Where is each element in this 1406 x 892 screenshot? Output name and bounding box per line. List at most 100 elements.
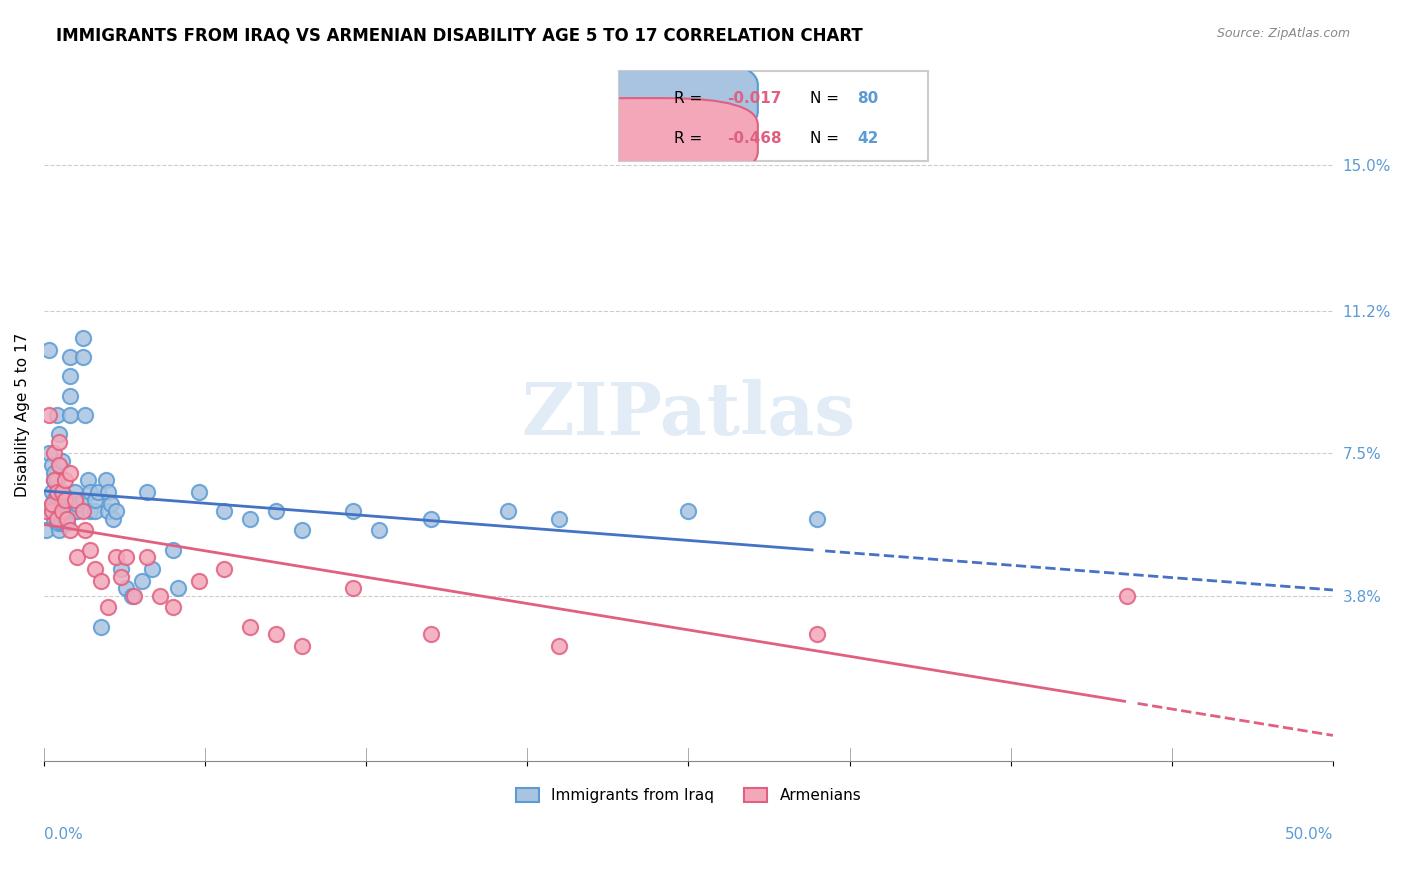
- Text: Source: ZipAtlas.com: Source: ZipAtlas.com: [1216, 27, 1350, 40]
- Point: [291, 639, 314, 653]
- Point: [48, 434, 70, 449]
- Point: [48, 524, 70, 538]
- Point: [44, 492, 66, 507]
- Point: [56, 496, 79, 510]
- Point: [59, 524, 82, 538]
- Point: [48, 427, 70, 442]
- Point: [53, 496, 76, 510]
- Point: [53, 512, 76, 526]
- Point: [45, 516, 67, 530]
- Point: [162, 600, 184, 615]
- Point: [72, 350, 94, 364]
- Point: [56, 516, 79, 530]
- Text: ZIPatlas: ZIPatlas: [522, 379, 855, 450]
- Point: [45, 485, 67, 500]
- Point: [66, 504, 89, 518]
- Point: [105, 504, 128, 518]
- Text: N =: N =: [810, 91, 844, 105]
- Point: [105, 550, 128, 565]
- Point: [806, 627, 828, 641]
- Text: R =: R =: [675, 131, 707, 145]
- Point: [48, 516, 70, 530]
- Point: [48, 504, 70, 518]
- Point: [59, 389, 82, 403]
- Point: [110, 562, 132, 576]
- Point: [38, 408, 60, 422]
- Point: [79, 485, 101, 500]
- Point: [48, 492, 70, 507]
- Point: [41, 458, 63, 472]
- Point: [53, 492, 76, 507]
- Point: [84, 504, 107, 518]
- Point: [187, 574, 209, 588]
- Point: [45, 492, 67, 507]
- Point: [35, 504, 58, 518]
- Point: [59, 466, 82, 480]
- Point: [41, 496, 63, 510]
- Point: [75, 408, 97, 422]
- Point: [35, 524, 58, 538]
- Text: 80: 80: [856, 91, 879, 105]
- Text: -0.017: -0.017: [727, 91, 782, 105]
- Point: [59, 369, 82, 384]
- Point: [66, 496, 89, 510]
- Point: [51, 485, 73, 500]
- Point: [115, 581, 138, 595]
- Point: [72, 492, 94, 507]
- Point: [41, 496, 63, 510]
- Point: [291, 524, 314, 538]
- Point: [45, 408, 67, 422]
- Text: N =: N =: [810, 131, 844, 145]
- Point: [41, 504, 63, 518]
- Point: [48, 458, 70, 472]
- Point: [72, 504, 94, 518]
- Point: [51, 504, 73, 518]
- Point: [63, 485, 86, 500]
- Point: [56, 504, 79, 518]
- Point: [214, 562, 236, 576]
- Point: [1115, 589, 1137, 603]
- Point: [51, 454, 73, 468]
- Point: [38, 446, 60, 460]
- Point: [368, 524, 391, 538]
- Point: [115, 550, 138, 565]
- Point: [87, 485, 110, 500]
- Text: IMMIGRANTS FROM IRAQ VS ARMENIAN DISABILITY AGE 5 TO 17 CORRELATION CHART: IMMIGRANTS FROM IRAQ VS ARMENIAN DISABIL…: [56, 27, 863, 45]
- Point: [100, 496, 122, 510]
- Point: [41, 485, 63, 500]
- Point: [59, 350, 82, 364]
- Point: [239, 620, 262, 634]
- Point: [53, 489, 76, 503]
- Point: [44, 512, 66, 526]
- FancyBboxPatch shape: [536, 58, 758, 138]
- Point: [97, 504, 120, 518]
- Point: [94, 474, 117, 488]
- Point: [75, 524, 97, 538]
- Point: [264, 504, 287, 518]
- Point: [45, 474, 67, 488]
- Point: [53, 516, 76, 530]
- Point: [56, 512, 79, 526]
- Point: [59, 408, 82, 422]
- Point: [79, 542, 101, 557]
- Point: [187, 485, 209, 500]
- Point: [51, 504, 73, 518]
- Point: [72, 331, 94, 345]
- Point: [63, 492, 86, 507]
- Point: [44, 466, 66, 480]
- Point: [131, 574, 153, 588]
- Point: [121, 589, 143, 603]
- Point: [51, 492, 73, 507]
- Point: [264, 627, 287, 641]
- Point: [63, 504, 86, 518]
- Point: [806, 512, 828, 526]
- Point: [141, 562, 163, 576]
- Point: [45, 485, 67, 500]
- Text: R =: R =: [675, 91, 707, 105]
- Point: [97, 600, 120, 615]
- Point: [44, 474, 66, 488]
- Point: [214, 504, 236, 518]
- Text: 42: 42: [856, 131, 879, 145]
- FancyBboxPatch shape: [536, 98, 758, 178]
- FancyBboxPatch shape: [619, 71, 928, 161]
